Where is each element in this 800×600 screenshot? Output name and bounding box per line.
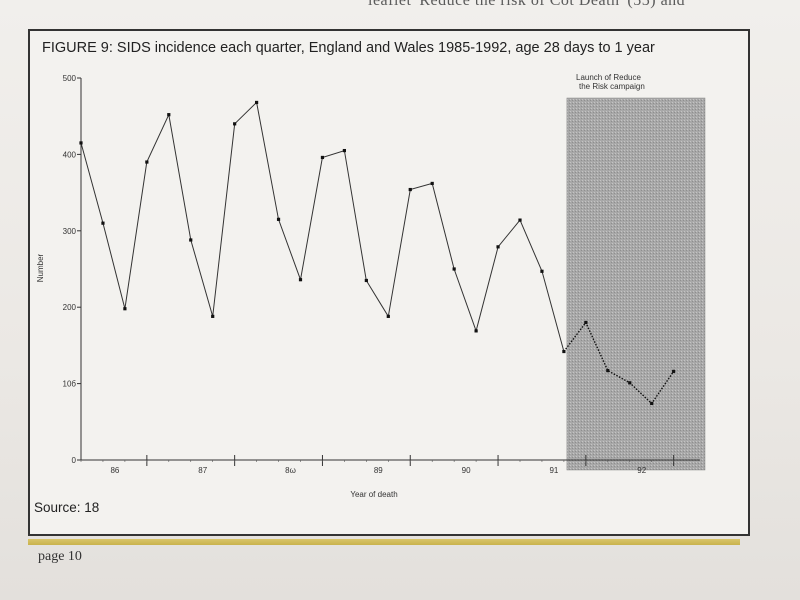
data-point: [299, 278, 302, 281]
campaign-shaded-region: [567, 98, 705, 470]
y-tick-label: 0: [72, 456, 77, 465]
data-point: [145, 160, 148, 163]
data-point: [365, 279, 368, 282]
data-point: [321, 156, 324, 159]
y-tick-label: 300: [63, 227, 77, 236]
data-point: [584, 321, 587, 324]
data-point: [123, 307, 126, 310]
data-point: [233, 122, 236, 125]
source-note: Source: 18: [34, 500, 99, 515]
data-point: [496, 245, 499, 248]
y-axis-label: Number: [36, 253, 45, 282]
x-tick-label: 89: [374, 466, 383, 475]
y-ticks: 0 10б 200 300 400 500: [63, 74, 81, 465]
annotation-line-2: the Risk campaign: [579, 82, 645, 91]
data-point: [409, 188, 412, 191]
x-tick-label: 91: [549, 466, 558, 475]
data-point: [211, 315, 214, 318]
data-point: [189, 238, 192, 241]
y-tick-label: 400: [63, 150, 77, 159]
x-tick-label: 8ω: [285, 466, 296, 475]
y-tick-label: 500: [63, 74, 77, 83]
data-point: [255, 101, 258, 104]
y-tick-label: 10б: [63, 380, 77, 389]
data-point: [518, 219, 521, 222]
x-tick-label: 92: [637, 466, 646, 475]
data-point: [672, 370, 675, 373]
data-point: [650, 402, 653, 405]
x-tick-label: 87: [198, 466, 207, 475]
data-point: [167, 113, 170, 116]
series-line-pre-campaign: [81, 102, 564, 351]
data-point: [562, 350, 565, 353]
data-point: [79, 141, 82, 144]
data-point: [343, 149, 346, 152]
data-point: [277, 218, 280, 221]
data-point: [540, 270, 543, 273]
x-axis-label: Year of death: [350, 490, 397, 499]
data-point: [431, 182, 434, 185]
y-tick-label: 200: [63, 303, 77, 312]
yellow-rule: [28, 539, 740, 545]
data-point: [101, 222, 104, 225]
x-tick-label: 86: [110, 466, 119, 475]
data-point: [387, 315, 390, 318]
annotation-line-1: Launch of Reduce: [576, 73, 641, 82]
x-tick-label: 90: [462, 466, 471, 475]
data-point: [606, 369, 609, 372]
data-point: [628, 381, 631, 384]
data-point: [475, 329, 478, 332]
data-point: [453, 267, 456, 270]
page-number: page 10: [38, 549, 82, 565]
